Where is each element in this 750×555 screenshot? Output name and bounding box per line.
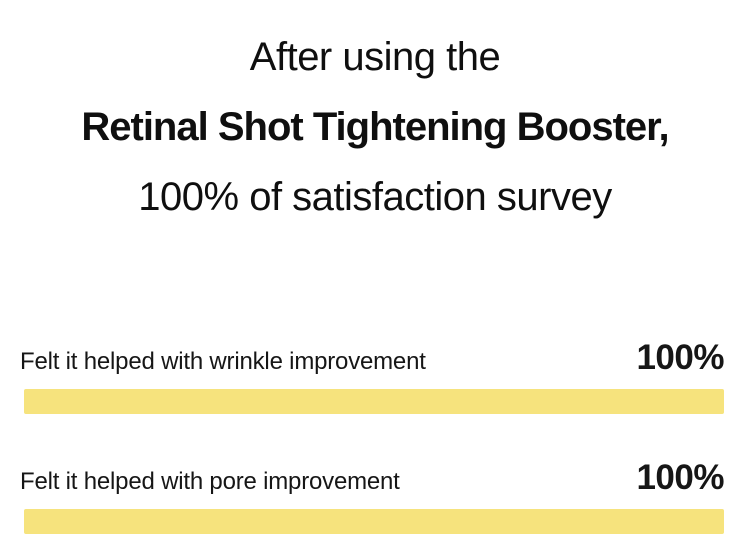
title-block: After using the Retinal Shot Tightening … bbox=[0, 22, 750, 232]
survey-results: Felt it helped with wrinkle improvement … bbox=[0, 336, 750, 534]
survey-item-value: 100% bbox=[636, 458, 724, 497]
survey-row: Felt it helped with wrinkle improvement … bbox=[20, 336, 724, 414]
survey-row-head: Felt it helped with wrinkle improvement … bbox=[20, 336, 724, 380]
survey-item-label: Felt it helped with wrinkle improvement bbox=[20, 348, 426, 375]
survey-item-label: Felt it helped with pore improvement bbox=[20, 468, 400, 495]
title-line-2-product-name: Retinal Shot Tightening Booster, bbox=[81, 105, 669, 149]
survey-item-value: 100% bbox=[636, 338, 724, 377]
title-line-3: 100% of satisfaction survey bbox=[138, 175, 612, 219]
bar-fill bbox=[24, 509, 724, 534]
bar-track bbox=[24, 509, 724, 534]
title-line-1: After using the bbox=[249, 35, 501, 79]
page-title: After using the Retinal Shot Tightening … bbox=[8, 22, 742, 232]
survey-row-head: Felt it helped with pore improvement 100… bbox=[20, 456, 724, 500]
bar-track bbox=[24, 389, 724, 414]
survey-row: Felt it helped with pore improvement 100… bbox=[20, 456, 724, 534]
bar-fill bbox=[24, 389, 724, 414]
